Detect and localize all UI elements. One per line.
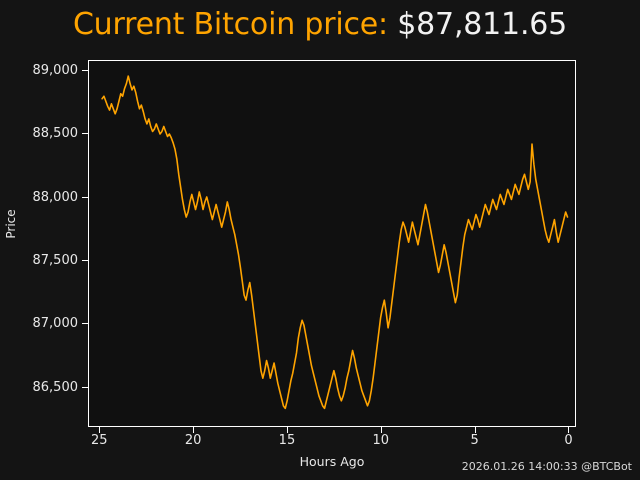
y-tick-label: 86,500 (32, 379, 79, 395)
x-tick-label: 20 (184, 433, 202, 448)
x-tick-label: 0 (564, 433, 573, 448)
y-tick-label: 88,000 (32, 189, 79, 205)
x-tick-label: 5 (470, 433, 479, 448)
x-tick-label: 25 (90, 433, 108, 448)
x-tick-mark (568, 427, 570, 433)
x-tick-mark (99, 427, 101, 433)
y-tick-mark (82, 196, 88, 198)
plot-area (88, 60, 576, 427)
price-line-chart (101, 75, 569, 410)
title-price-value: $87,811.65 (397, 7, 568, 42)
y-tick-label: 87,000 (32, 316, 79, 332)
y-tick-label: 88,500 (32, 126, 79, 142)
y-tick-mark (82, 259, 88, 261)
y-axis-label: Price (4, 209, 18, 239)
price-line-series (101, 75, 569, 410)
x-tick-mark (380, 427, 382, 433)
y-tick-mark (82, 323, 88, 325)
y-tick-mark (82, 70, 88, 72)
x-tick-label: 10 (372, 433, 390, 448)
y-tick-label: 87,500 (32, 252, 79, 268)
x-tick-mark (286, 427, 288, 433)
timestamp-watermark: 2026.01.26 14:00:33 @BTCBot (461, 460, 632, 473)
x-tick-label: 15 (278, 433, 296, 448)
x-axis-label: Hours Ago (299, 454, 365, 469)
x-tick-mark (193, 427, 195, 433)
y-tick-mark (82, 133, 88, 135)
x-tick-mark (474, 427, 476, 433)
page-title: Current Bitcoin price: $87,811.65 (0, 8, 640, 42)
y-tick-mark (82, 386, 88, 388)
title-label: Current Bitcoin price: (72, 7, 388, 42)
y-tick-label: 89,000 (32, 63, 79, 79)
